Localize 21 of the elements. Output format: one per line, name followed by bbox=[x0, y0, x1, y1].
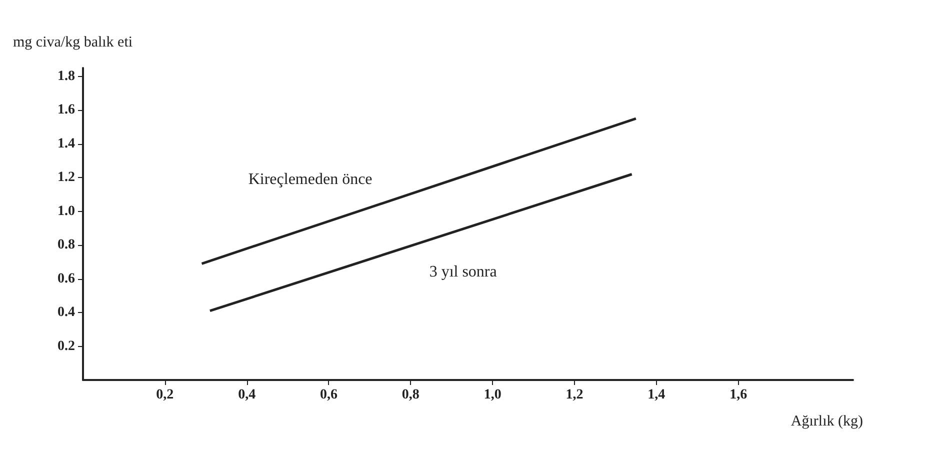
y-tick-label: 1.8 bbox=[58, 68, 75, 84]
series-label: 3 yıl sonra bbox=[429, 263, 497, 280]
x-tick-label: 0,2 bbox=[156, 388, 174, 402]
y-tick-label: 0.8 bbox=[58, 238, 75, 253]
x-tick-label: 1,4 bbox=[648, 388, 666, 402]
y-tick-label: 1.6 bbox=[58, 102, 75, 118]
series-label: Kireçlemeden önce bbox=[248, 170, 372, 188]
y-tick-label: 0.4 bbox=[58, 305, 75, 320]
x-tick-label: 1,0 bbox=[484, 388, 502, 402]
x-tick-label: 0,6 bbox=[320, 388, 338, 402]
y-tick-label: 1.0 bbox=[58, 204, 75, 219]
x-axis-title: Ağırlık (kg) bbox=[790, 414, 863, 430]
x-tick-label: 1,2 bbox=[566, 388, 584, 402]
y-tick-label: 0.6 bbox=[58, 271, 75, 286]
y-tick-label: 1.2 bbox=[58, 170, 75, 186]
x-tick-label: 0,4 bbox=[238, 388, 256, 402]
y-tick-label: 1.4 bbox=[58, 136, 75, 152]
x-tick-label: 0,8 bbox=[402, 388, 420, 402]
x-tick-label: 1,6 bbox=[730, 388, 748, 402]
y-axis-title: mg civa/kg balık eti bbox=[13, 34, 133, 50]
y-tick-label: 0.2 bbox=[58, 338, 75, 354]
